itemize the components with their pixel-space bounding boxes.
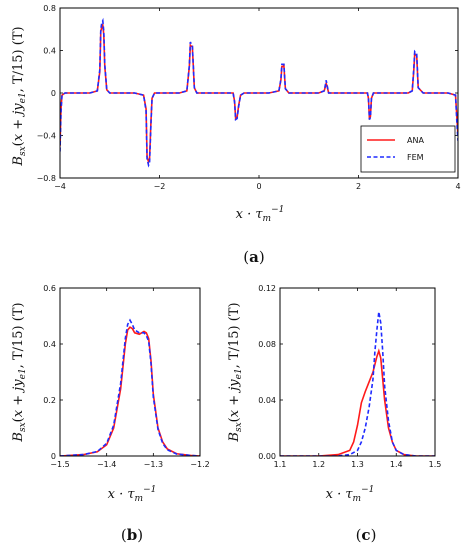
y-tick-label: −0.4 bbox=[37, 132, 56, 141]
x-tick-label: 1.3 bbox=[351, 460, 364, 469]
x-tick-label: −1.3 bbox=[144, 460, 163, 469]
y-tick-label: 0.12 bbox=[258, 284, 276, 293]
y-tick-label: 0.4 bbox=[43, 340, 56, 349]
legend-label-fem: FEM bbox=[407, 153, 424, 162]
x-tick-label: 2 bbox=[356, 182, 361, 191]
y-tick-label: 0.6 bbox=[43, 284, 56, 293]
legend-box bbox=[360, 125, 456, 173]
chart-b-xlabel: x · τm−1 bbox=[108, 485, 157, 504]
panel-label-c: (c) bbox=[356, 526, 377, 544]
x-tick-label: −2 bbox=[154, 182, 166, 191]
x-tick-label: 0 bbox=[256, 182, 261, 191]
x-tick-label: 4 bbox=[455, 182, 460, 191]
series-line-ana bbox=[60, 326, 200, 456]
series-line-fem bbox=[280, 311, 435, 456]
y-tick-label: 0 bbox=[51, 89, 56, 98]
chart-a-xlabel: x · τm−1 bbox=[236, 205, 285, 224]
y-tick-label: 0.00 bbox=[258, 452, 276, 461]
y-tick-label: 0.4 bbox=[43, 47, 56, 56]
chart-c: 1.1 1.2 1.3 1.4 1.5 0.00 0.04 0.08 0.12 bbox=[258, 284, 441, 469]
chart-b: −1.5 −1.4 −1.3 −1.2 0 0.2 0.4 0.6 bbox=[43, 284, 209, 469]
x-tick-label: −1.5 bbox=[50, 460, 69, 469]
series-line-fem bbox=[60, 318, 200, 456]
y-tick-label: 0.8 bbox=[43, 4, 56, 13]
x-tick-label: 1.4 bbox=[390, 460, 403, 469]
plot-frame bbox=[59, 7, 459, 179]
y-tick-label: 0.2 bbox=[43, 396, 56, 405]
plot-frame bbox=[59, 287, 201, 457]
plot-frame bbox=[279, 287, 436, 457]
x-tick-label: 1.1 bbox=[274, 460, 287, 469]
x-tick-label: −1.4 bbox=[97, 460, 116, 469]
x-tick-label: −4 bbox=[54, 182, 66, 191]
chart-c-xlabel: x · τm−1 bbox=[326, 485, 375, 504]
x-tick-label: −1.2 bbox=[190, 460, 209, 469]
panel-label-a: (a) bbox=[243, 248, 264, 266]
x-tick-label: 1.5 bbox=[429, 460, 442, 469]
y-tick-label: 0.04 bbox=[258, 396, 276, 405]
x-tick-label: 1.2 bbox=[312, 460, 325, 469]
y-tick-label: 0.08 bbox=[258, 340, 276, 349]
chart-b-ylabel: Bsx(x + jye1, T/15) (T) bbox=[11, 302, 28, 442]
chart-a: −4 −2 0 2 4 −0.8 −0.4 0 0.4 0.8 ANA FEM bbox=[37, 4, 461, 191]
y-tick-label: −0.8 bbox=[37, 174, 56, 183]
chart-c-ylabel: Bsx(x + jye1, T/15) (T) bbox=[227, 302, 244, 442]
series-line-ana bbox=[280, 348, 435, 456]
y-tick-label: 0 bbox=[51, 452, 56, 461]
series-line-fem bbox=[60, 17, 458, 168]
legend-label-ana: ANA bbox=[407, 136, 424, 145]
chart-a-ylabel: Bsx(x + jye1, T/15) (T) bbox=[11, 26, 28, 166]
panel-label-b: (b) bbox=[121, 526, 143, 544]
